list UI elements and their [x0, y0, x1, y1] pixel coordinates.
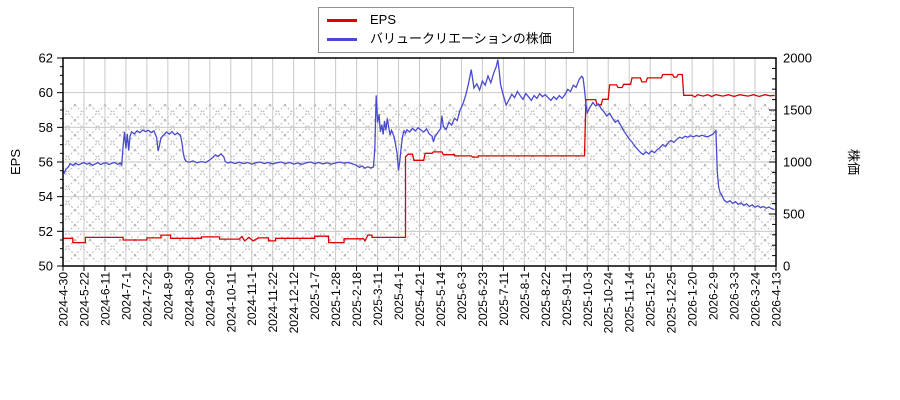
x-tick-label: 2024-11-22: [266, 272, 280, 333]
x-tick-label: 2026-1-20: [686, 272, 700, 327]
x-tick-label: 2025-1-7: [308, 272, 322, 320]
x-tick-label: 2025-3-11: [371, 272, 385, 326]
x-tick-label: 2024-7-1: [119, 272, 133, 320]
x-tick-label: 2024-10-11: [224, 272, 238, 333]
x-tick-label: 2025-6-23: [476, 272, 490, 327]
x-tick-label: 2025-5-14: [434, 272, 448, 327]
legend-item-price: バリュークリエーションの株価: [327, 31, 565, 47]
x-tick-label: 2026-2-9: [707, 272, 721, 320]
x-tick-label: 2025-10-24: [602, 272, 616, 334]
x-tick-label: 2025-12-5: [644, 272, 658, 327]
y-tick-label-left: 54: [39, 189, 53, 204]
y-tick-label-left: 62: [39, 51, 53, 66]
y-tick-label-right: 0: [783, 259, 790, 274]
x-tick-label: 2026-3-3: [728, 272, 742, 320]
y-tick-label-left: 58: [39, 120, 53, 135]
legend-line-sample-price: [327, 37, 357, 41]
x-tick-label: 2024-11-1: [245, 272, 259, 326]
legend: EPS バリュークリエーションの株価: [318, 7, 574, 53]
legend-item-eps: EPS: [327, 12, 565, 28]
x-tick-label: 2024-4-30: [57, 272, 71, 327]
x-tick-label: 2025-2-18: [350, 272, 364, 327]
y-tick-label-left: 50: [39, 259, 53, 274]
x-tick-label: 2025-4-1: [392, 272, 406, 320]
y-tick-label-left: 52: [39, 224, 53, 239]
x-tick-label: 2025-4-21: [413, 272, 427, 327]
x-tick-label: 2024-12-12: [287, 272, 301, 334]
right-axis-title: 株価: [846, 149, 861, 175]
x-tick-label: 2026-4-13: [770, 272, 784, 327]
x-tick-label: 2025-11-14: [623, 272, 637, 333]
x-tick-label: 2024-6-11: [98, 272, 112, 326]
y-tick-label-left: 56: [39, 155, 53, 170]
axis-ticks: [57, 57, 777, 271]
x-tick-label: 2025-8-22: [539, 272, 553, 327]
y-tick-label-left: 60: [39, 85, 53, 100]
x-tick-label: 2025-6-3: [455, 272, 469, 320]
y-tick-label-right: 1500: [783, 103, 812, 118]
x-tick-label: 2026-3-24: [749, 272, 763, 327]
left-axis-title: EPS: [8, 149, 23, 175]
legend-line-sample-eps: [327, 18, 357, 22]
x-tick-label: 2024-8-9: [161, 272, 175, 320]
x-tick-label: 2024-5-22: [77, 272, 91, 327]
x-tick-label: 2024-8-30: [182, 272, 196, 327]
eps-line: [63, 73, 775, 244]
x-tick-label: 2025-8-1: [518, 272, 532, 320]
y-tick-label-right: 1000: [783, 155, 812, 170]
y-tick-label-right: 2000: [783, 51, 812, 66]
price-line: [62, 59, 775, 211]
legend-label-eps: EPS: [370, 12, 397, 27]
x-tick-label: 2025-10-3: [581, 272, 595, 327]
x-tick-label: 2024-9-20: [203, 272, 217, 327]
y-tick-label-right: 500: [783, 207, 805, 222]
x-tick-label: 2025-1-28: [329, 272, 343, 327]
x-tick-label: 2025-9-11: [560, 272, 574, 326]
x-tick-label: 2025-12-25: [665, 272, 679, 334]
x-tick-label: 2025-7-11: [497, 272, 511, 326]
legend-label-price: バリュークリエーションの株価: [370, 31, 552, 46]
x-tick-label: 2024-7-22: [140, 272, 154, 327]
axis-tick-labels: 50 52 54 56 58 60 62 0 500 1000 1500 2000 2024-4-30 2…: [8, 51, 861, 334]
